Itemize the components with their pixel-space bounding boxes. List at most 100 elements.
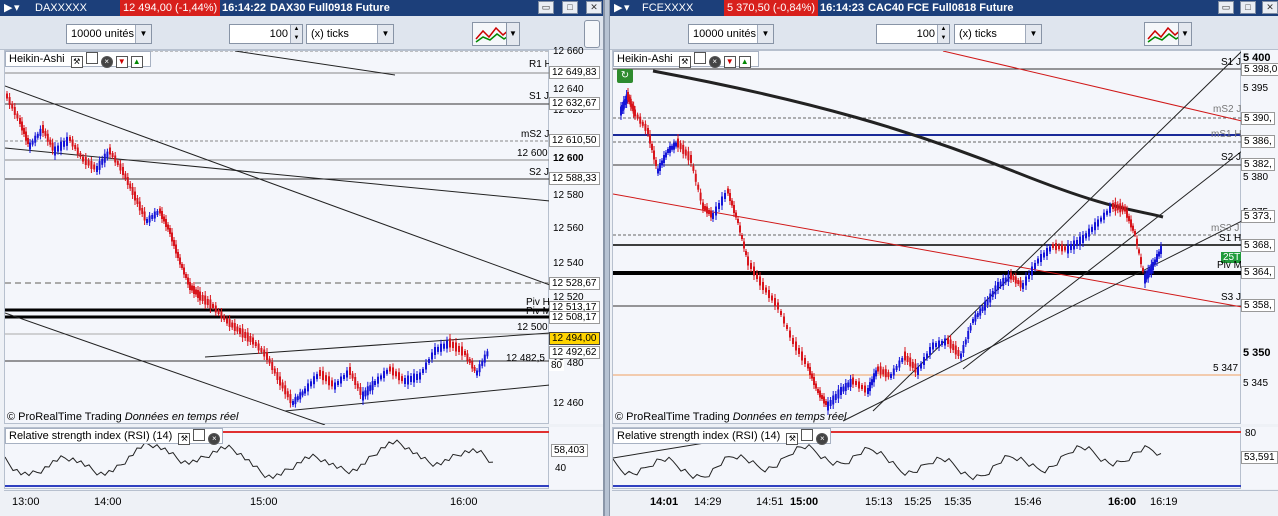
candle-body [122,167,124,175]
price-tick: 5 395 [1243,83,1269,94]
candle-body [82,156,84,162]
candle-body [620,106,622,116]
candle-body [206,299,209,305]
chevron-down-icon[interactable]: ▼ [757,25,773,43]
candle-body [244,332,247,338]
candle-body [437,346,439,352]
close-button[interactable]: ✕ [1262,1,1278,14]
candle-body [286,391,289,398]
up-arrow-icon[interactable]: ▲ [130,56,143,68]
chevron-down-icon[interactable]: ▼ [135,25,151,43]
close-icon[interactable]: × [100,56,113,68]
candle-body [1103,212,1105,220]
up-arrow-icon[interactable]: ▲ [738,56,751,68]
heikin-ashi-indicator[interactable]: Heikin-Ashi ⚒ × ▼ ▲ [5,51,151,68]
candle-body [217,310,220,314]
window-icon[interactable] [693,52,706,64]
candle-body [440,343,442,352]
maximize-button[interactable]: □ [562,1,578,14]
candle-body [296,396,299,401]
minimize-button[interactable]: ▭ [538,1,554,14]
heikin-ashi-indicator[interactable]: Heikin-Ashi ⚒ × ▼ ▲ [613,51,759,68]
price-tick: 12 640 [553,84,584,95]
stepper-arrows-icon[interactable]: ▲ ▼ [290,25,302,43]
candle-body [653,150,655,160]
minimize-button[interactable]: ▭ [1218,1,1234,14]
close-icon[interactable]: × [708,56,721,68]
candle-body [694,173,697,182]
trend-line [4,312,326,426]
chevron-down-icon[interactable]: ▼ [1025,25,1041,43]
level-label: S2 J [1221,152,1242,163]
candle-body [679,143,682,150]
panel-splitter[interactable] [604,0,610,516]
close-icon[interactable]: × [208,433,221,445]
stepper-arrows-icon[interactable]: ▲ ▼ [937,25,949,43]
wrench-icon[interactable]: ⚒ [678,56,691,68]
dax-price-chart[interactable]: Heikin-Ashi ⚒ × ▼ ▲ © ProRealTime Trading D… [4,50,574,426]
chart-type-dropdown[interactable]: ▼ [1178,22,1192,46]
candle-body [999,281,1002,287]
wrench-icon[interactable]: ⚒ [70,56,83,68]
close-button[interactable]: ✕ [586,1,602,14]
candle-body [304,388,306,394]
candle-body [413,373,415,383]
cac-rsi-chart[interactable]: Relative strength index (RSI) (14) ⚒ × [612,427,1242,489]
cac-contract-name: CAC40 FCE Full0818 Future [868,2,1014,14]
level-label: 12 600 [517,148,548,159]
chart-type-dropdown[interactable]: ▼ [506,22,520,46]
candle-body [163,216,165,222]
ticks-unit-select[interactable]: (x) ticks ▼ [954,24,1042,44]
dax-rsi-chart[interactable]: Relative strength index (RSI) (14) ⚒ × [4,427,550,489]
candle-body [449,338,451,348]
quantity-select[interactable]: 10000 unités ▼ [66,24,152,44]
rsi-indicator[interactable]: Relative strength index (RSI) (14) ⚒ × [5,428,223,445]
refresh-icon[interactable]: ↻ [617,69,633,83]
candle-body [131,187,134,195]
wrench-icon[interactable]: ⚒ [178,433,191,445]
window-icon[interactable] [801,429,814,441]
level-label: S2 J [529,167,550,178]
candle-body [63,140,65,147]
rsi-indicator[interactable]: Relative strength index (RSI) (14) ⚒ × [613,428,831,445]
collapse-icon[interactable]: ▶ [614,2,623,14]
window-icon[interactable] [193,429,206,441]
dropdown-icon[interactable]: ▾ [624,2,630,14]
ticks-unit-select[interactable]: (x) ticks ▼ [306,24,394,44]
candle-body [271,362,274,370]
candle-body [962,345,965,353]
candle-body [813,377,815,385]
quantity-select[interactable]: 10000 unités ▼ [688,24,774,44]
level-value-tag: 5 398,0 [1241,63,1278,76]
dropdown-icon[interactable]: ▾ [14,2,20,14]
chevron-down-icon[interactable]: ▼ [377,25,393,43]
down-arrow-icon[interactable]: ▼ [115,56,128,68]
ticks-stepper[interactable]: 100 ▲ ▼ [229,24,303,44]
cac-price-chart[interactable]: Heikin-Ashi ⚒ × ▼ ▲ ↻ © ProRealTime Trading… [612,50,1243,424]
level-value-tag: 12 632,67 [549,97,600,110]
close-icon[interactable]: × [816,433,829,445]
rsi-value: 53,591 [1241,451,1278,464]
candle-body [124,173,127,179]
candle-body [42,125,44,133]
collapse-icon[interactable]: ▶ [4,2,13,14]
wrench-icon[interactable]: ⚒ [786,433,799,445]
candle-body [156,211,159,215]
window-icon[interactable] [85,52,98,64]
candle-body [233,323,236,331]
candle-body [952,344,955,350]
candle-body [1158,251,1160,257]
maximize-button[interactable]: □ [1240,1,1256,14]
candle-body [809,367,811,375]
candle-body [223,316,226,320]
candle-body [69,137,71,141]
time-label: 15:25 [904,496,932,508]
down-arrow-icon[interactable]: ▼ [723,56,736,68]
candle-body [929,347,931,355]
candle-body [994,285,997,295]
candle-body [718,203,720,209]
scroll-handle[interactable] [584,20,600,48]
ticks-stepper[interactable]: 100 ▲ ▼ [876,24,950,44]
candle-body [741,235,743,239]
candle-body [319,370,321,376]
